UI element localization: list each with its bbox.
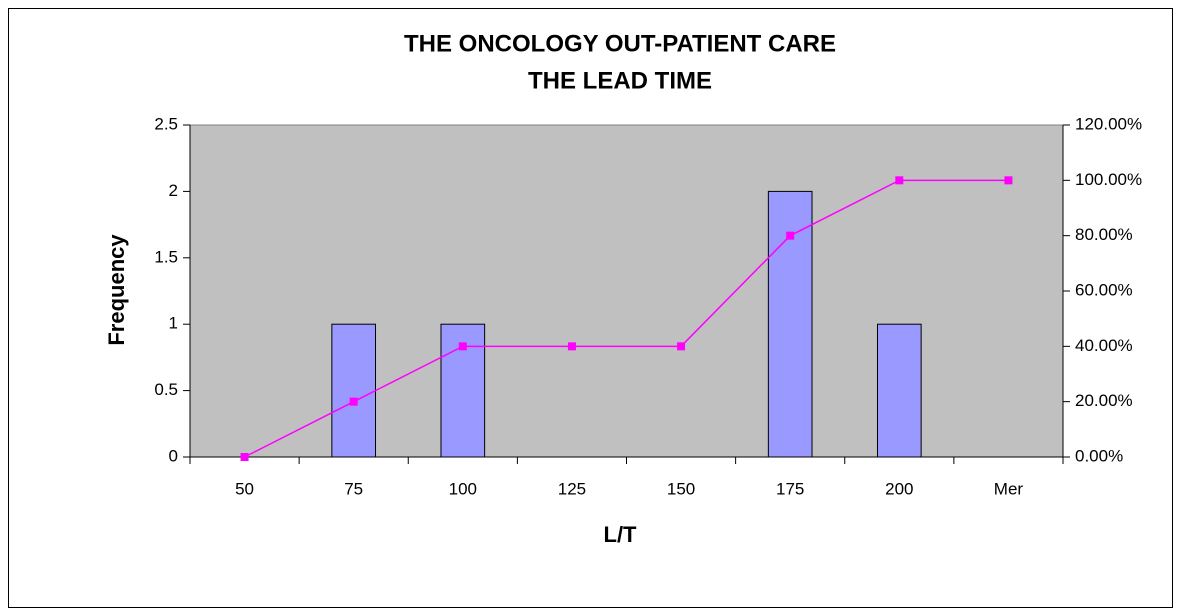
x-tick-label: 125 [558,479,586,498]
y-tick-label: 2.5 [154,114,178,133]
y2-tick-label: 120.00% [1075,114,1142,133]
marker [895,176,904,185]
y2-tick-label: 80.00% [1075,225,1133,244]
y-tick-label: 1.5 [154,247,178,266]
marker [786,231,795,240]
bar [331,323,377,458]
y-tick-label: 1 [169,314,178,333]
y-axis-title: Frequency [104,234,129,346]
chart-subtitle: THE LEAD TIME [528,67,712,94]
chart-title: THE ONCOLOGY OUT-PATIENT CARE [404,30,836,57]
marker [1004,176,1013,185]
x-tick-label: 50 [235,479,254,498]
x-tick-label: Mer [994,479,1024,498]
marker [349,397,358,406]
bar [876,323,922,458]
y2-tick-label: 100.00% [1075,170,1142,189]
x-axis-title: L/T [604,522,638,547]
x-tick-label: 150 [667,479,695,498]
y-tick-label: 0 [169,446,178,465]
x-tick-label: 75 [344,479,363,498]
marker [567,342,576,351]
y2-tick-label: 20.00% [1075,391,1133,410]
marker [458,342,467,351]
y-tick-label: 2 [169,181,178,200]
marker [240,453,249,461]
x-tick-label: 175 [776,479,804,498]
marker [677,342,686,351]
y-tick-label: 0.5 [154,380,178,399]
x-tick-label: 200 [885,479,913,498]
plot-area [189,124,1064,458]
line [244,179,1009,458]
y2-tick-label: 40.00% [1075,336,1133,355]
bar [767,190,813,458]
x-tick-label: 100 [449,479,477,498]
y2-tick-label: 60.00% [1075,280,1133,299]
y2-tick-label: 0.00% [1075,446,1123,465]
